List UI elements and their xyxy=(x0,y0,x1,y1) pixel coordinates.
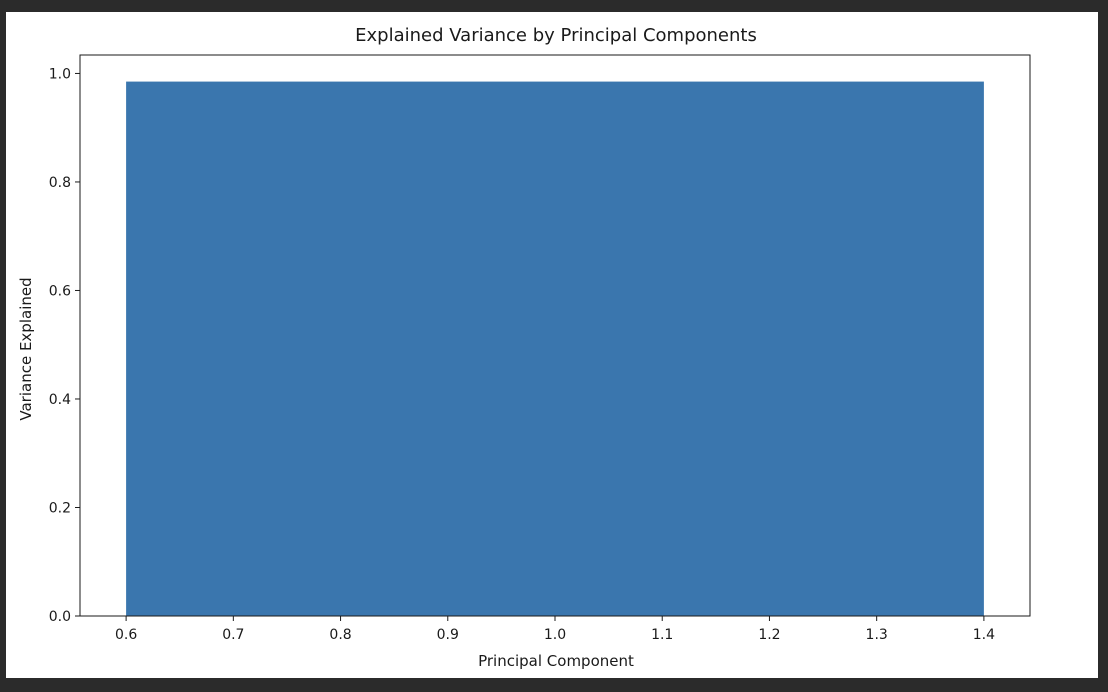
y-tick-label: 0.6 xyxy=(49,283,71,299)
x-tick-label: 1.4 xyxy=(973,627,995,643)
x-tick-label: 1.1 xyxy=(651,627,673,643)
y-tick-label: 0.8 xyxy=(49,175,71,191)
axes-layer: 0.6 0.7 0.8 0.9 1.0 1.1 1.2 1.3 1.4 0.0 0.2 0.4 0.6 0… xyxy=(49,54,1031,643)
x-tick-label: 1.3 xyxy=(866,627,888,643)
y-tick-label: 1.0 xyxy=(49,66,71,82)
x-tick-label: 0.6 xyxy=(115,627,137,643)
x-tick-label: 0.9 xyxy=(437,627,459,643)
x-tick-label: 1.2 xyxy=(758,627,780,643)
bar-1 xyxy=(126,81,984,617)
y-tick-label: 0.0 xyxy=(49,609,71,625)
x-tick-label: 0.8 xyxy=(329,627,351,643)
y-tick-label: 0.4 xyxy=(49,392,71,408)
x-tick-label: 0.7 xyxy=(222,627,244,643)
chart-figure: Explained Variance by Principal Componen… xyxy=(6,12,1098,678)
chart-title: Explained Variance by Principal Componen… xyxy=(355,25,757,46)
x-tick-label: 1.0 xyxy=(544,627,566,643)
bars-layer xyxy=(126,81,984,617)
y-tick-label: 0.2 xyxy=(49,500,71,516)
x-axis-title: Principal Component xyxy=(478,652,634,670)
bar-chart: Explained Variance by Principal Componen… xyxy=(17,25,1031,670)
y-axis-title: Variance Explained xyxy=(17,277,35,420)
